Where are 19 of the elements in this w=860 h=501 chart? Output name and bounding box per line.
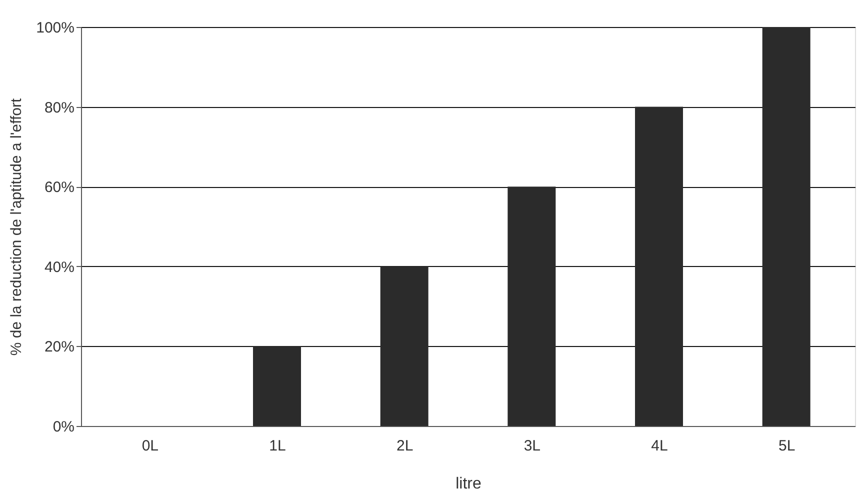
y-tick-label: 80%: [44, 99, 74, 116]
bar: [380, 266, 428, 426]
x-axis-title: litre: [456, 476, 482, 492]
x-tick-label: 2L: [396, 438, 414, 454]
y-tick-label: 0%: [52, 418, 74, 436]
bar: [635, 106, 683, 426]
bar: [762, 27, 810, 426]
x-tick-label: 0L: [142, 438, 159, 454]
x-tick-label: 3L: [524, 438, 541, 454]
y-tick-label: 40%: [44, 258, 74, 276]
bar: [508, 186, 556, 426]
y-tick-label: 60%: [44, 179, 74, 196]
y-tick-label: 100%: [36, 20, 74, 36]
x-tick-label: 4L: [651, 438, 668, 454]
y-axis-title: % de la reduction de l'aptitude a l'effort: [8, 98, 26, 356]
x-tick-label: 1L: [269, 438, 286, 454]
y-tick-label: 20%: [44, 338, 74, 356]
bar: [253, 346, 301, 426]
x-tick-label: 5L: [778, 438, 796, 454]
